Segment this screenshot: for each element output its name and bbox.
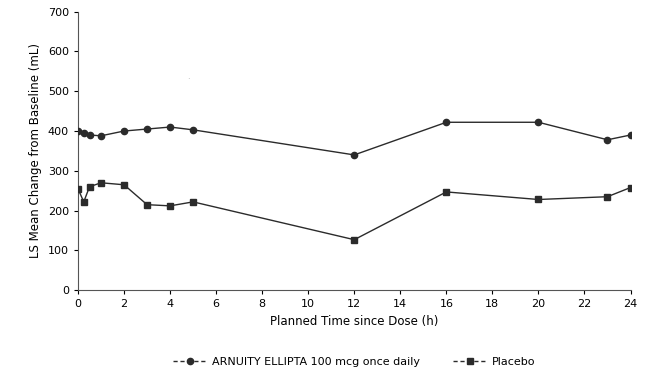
Y-axis label: LS Mean Change from Baseline (mL): LS Mean Change from Baseline (mL) — [29, 43, 42, 259]
Text: ·: · — [187, 75, 190, 84]
X-axis label: Planned Time since Dose (h): Planned Time since Dose (h) — [270, 315, 439, 328]
Legend: ARNUITY ELLIPTA 100 mcg once daily, Placebo: ARNUITY ELLIPTA 100 mcg once daily, Plac… — [173, 357, 536, 367]
